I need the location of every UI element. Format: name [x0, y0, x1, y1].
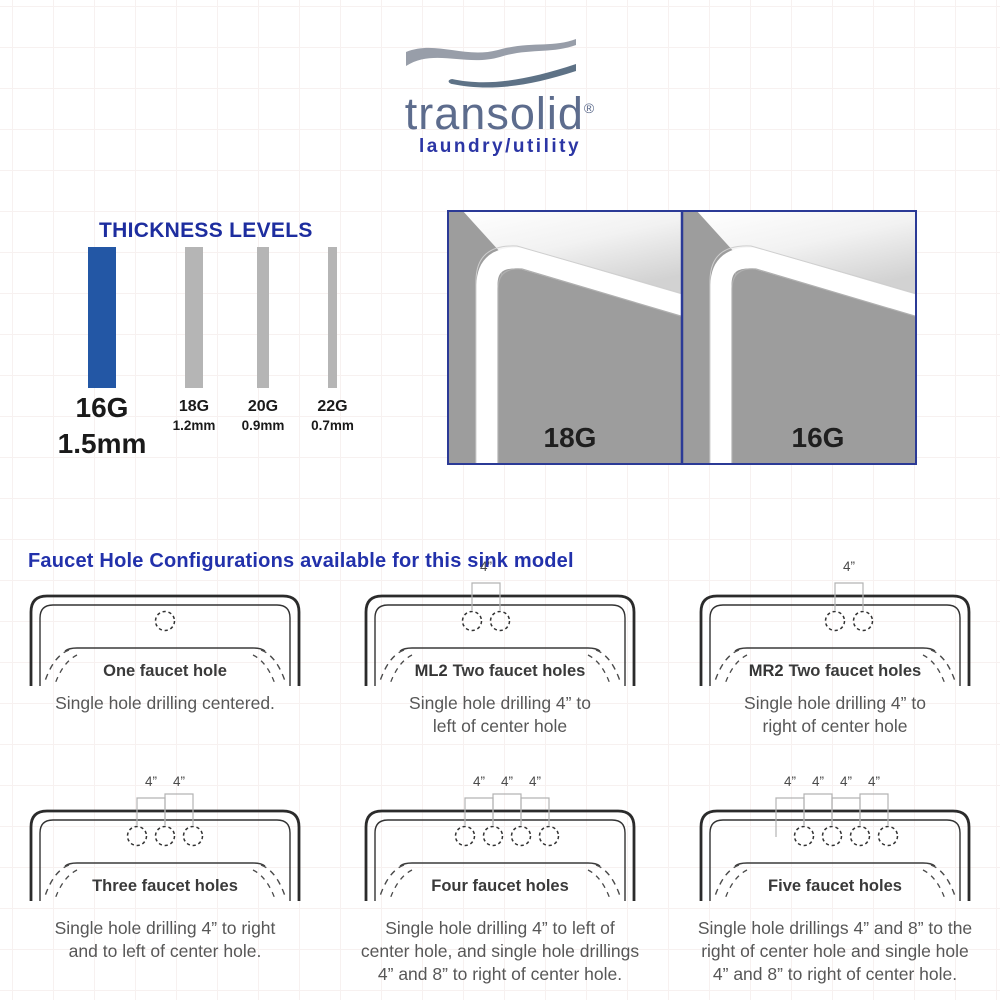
- config-description: Single hole drillings 4” and 8” to the r…: [697, 918, 973, 985]
- thickness-bar-label: 20G 0.9mm: [241, 398, 285, 433]
- dimension-label: 4”: [840, 774, 852, 789]
- sink-diagram: [29, 594, 301, 686]
- config-code: ML2: [414, 662, 448, 680]
- config-label: Four faucet holes: [431, 877, 569, 895]
- config-label: Three faucet holes: [92, 877, 238, 895]
- faucet-config-cell: 4” 4” Three faucet holes Single hole dril…: [5, 771, 325, 986]
- gauge-panel-16G: 16G: [682, 211, 916, 464]
- dimension-bracket: [859, 793, 889, 825]
- faucet-config-cell: 4” 4” 4” Four faucet holes Single hole dri…: [340, 771, 660, 986]
- faucet-hole: [482, 825, 504, 847]
- faucet-hole: [852, 610, 874, 632]
- dimension-label: 4”: [145, 774, 157, 789]
- faucet-config-cell: 4” ML2 Two faucet holes Single hole drill…: [340, 556, 660, 771]
- gauge-comparison-image: 18G 16G: [447, 210, 917, 465]
- dimension-label: 4”: [501, 774, 513, 789]
- config-description: Single hole drilling 4” to right and to …: [54, 918, 276, 962]
- thickness-bar-label: 18G 1.2mm: [172, 398, 216, 433]
- sink-diagram: 4” 4”: [29, 774, 301, 901]
- faucet-config-cell: 4” 4” 4” 4” Five faucet holes Single hole d…: [675, 771, 995, 986]
- faucet-hole: [126, 825, 148, 847]
- faucet-hole: [154, 610, 176, 632]
- faucet-hole: [461, 610, 483, 632]
- thickness-bar-20G: [257, 247, 269, 388]
- thickness-bar-label: 22G 0.7mm: [311, 398, 354, 433]
- dimension-bracket: [471, 582, 501, 610]
- faucet-hole: [824, 610, 846, 632]
- registered-mark: ®: [583, 100, 596, 116]
- config-label: MR2 Two faucet holes: [748, 662, 922, 680]
- config-code: MR2: [748, 662, 784, 680]
- config-description: Single hole drilling 4” to left of cente…: [409, 693, 591, 737]
- dimension-bracket: [834, 582, 864, 610]
- dimension-label: 4”: [843, 559, 855, 574]
- config-label: ML2 Two faucet holes: [414, 662, 586, 680]
- faucet-section-title: Faucet Hole Configurations available for…: [28, 549, 574, 572]
- faucet-config-cell: 4” MR2 Two faucet holes Single hole drill…: [675, 556, 995, 771]
- sink-diagram: 4” 4” 4” 4”: [699, 774, 971, 901]
- gauge-panel-label: 18G: [544, 422, 597, 453]
- dimension-label: 4”: [812, 774, 824, 789]
- faucet-hole: [154, 825, 176, 847]
- dimension-label: 4”: [529, 774, 541, 789]
- dimension-label: 4”: [480, 559, 492, 574]
- thickness-title: THICKNESS LEVELS: [99, 219, 313, 243]
- dimension-bracket: [775, 797, 805, 837]
- dimension-label: 4”: [784, 774, 796, 789]
- config-label: One faucet hole: [103, 662, 227, 680]
- faucet-hole: [454, 825, 476, 847]
- logo-wave-icon: [406, 39, 576, 88]
- config-description: Single hole drilling 4” to right of cent…: [744, 693, 926, 737]
- dimension-label: 4”: [473, 774, 485, 789]
- dimension-label: 4”: [868, 774, 880, 789]
- brand-tagline: laundry/utility: [418, 136, 582, 157]
- gauge-panel-label: 16G: [792, 422, 845, 453]
- faucet-hole: [877, 825, 899, 847]
- faucet-hole: [821, 825, 843, 847]
- sink-diagram: 4”: [699, 559, 971, 686]
- brand-name: transolid®: [404, 88, 596, 139]
- config-description: Single hole drilling centered.: [55, 693, 275, 713]
- faucet-hole: [489, 610, 511, 632]
- faucet-hole: [849, 825, 871, 847]
- gauge-panel-18G: 18G: [448, 211, 687, 464]
- faucet-hole: [182, 825, 204, 847]
- dimension-label: 4”: [173, 774, 185, 789]
- dimension-bracket: [520, 797, 550, 825]
- config-label: Five faucet holes: [768, 877, 902, 895]
- config-description: Single hole drilling 4” to left of cente…: [360, 918, 640, 985]
- thickness-bar-16G: [88, 247, 116, 388]
- thickness-bar-label: 16G 1.5mm: [57, 392, 147, 459]
- sink-diagram: 4”: [364, 559, 636, 686]
- thickness-bar-22G: [328, 247, 337, 388]
- sink-diagram: 4” 4” 4”: [364, 774, 636, 901]
- faucet-config-cell: One faucet hole Single hole drilling cen…: [5, 556, 325, 771]
- faucet-hole: [538, 825, 560, 847]
- faucet-hole: [793, 825, 815, 847]
- thickness-bar-18G: [185, 247, 203, 388]
- faucet-hole: [510, 825, 532, 847]
- dimension-bracket: [164, 793, 194, 825]
